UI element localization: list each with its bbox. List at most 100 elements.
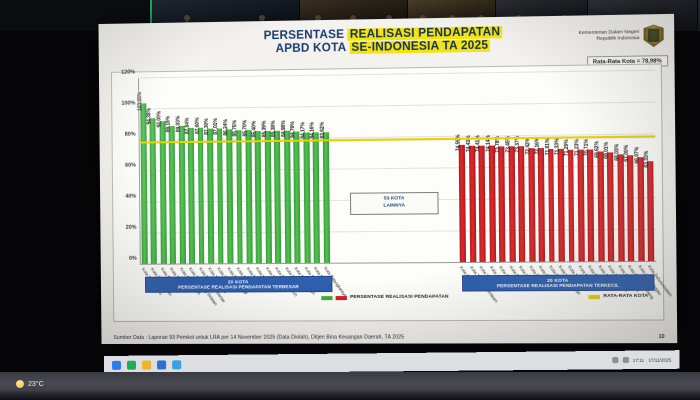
bar: 85,38%Kota Payakumbuh [271, 120, 299, 297]
ministry-branding: Kementerian Dalam Negeri Republik Indone… [578, 24, 663, 48]
bottom-shadow [0, 390, 700, 400]
bar-value-label: 83,62% [319, 122, 326, 139]
bar: 68,03%Kota Balikpapan [614, 143, 640, 292]
bar: 63,33% Kota Subulussalam [644, 151, 674, 298]
bar-value-label: 71,29% [564, 138, 571, 156]
bar-value-label: 72,16% [534, 137, 541, 155]
bar: 72,16%Kota Gorontalo [535, 138, 560, 291]
legend-item-average: RATA-RATA KOTA [588, 293, 649, 300]
bar: 89,18%Kota Solok [166, 116, 185, 286]
bar: 84,79%Kota Probolinggo [290, 121, 317, 295]
bar-value-label: 84,98% [280, 120, 287, 138]
legend-swatch-yellow [588, 294, 601, 299]
bar: 87,60%Kota Pematangsiantar [194, 118, 226, 304]
caption-box-largest: 20 KOTA PERSENTASE REALISASI PENDAPATAN … [144, 275, 333, 293]
bar-series: 103,85%Kota Banjar Baru94,38%Kota Banjar… [137, 71, 674, 306]
bar-value-label: 71,23% [574, 138, 581, 156]
volume-icon[interactable] [622, 356, 629, 364]
bar-value-label: 87,30% [203, 118, 211, 135]
temperature-label: 23°C [28, 380, 44, 388]
bar-value-label: 84,17% [299, 121, 307, 139]
title-line1-highlight: REALISASI PENDAPATAN [347, 26, 503, 41]
bar: 74,14%Kota Jayapura [485, 135, 509, 290]
bar: 71,23%Kota Manado [574, 139, 597, 288]
monitor-screen: Sekjen Kemendagri Pemkot Padang Panjang [0, 0, 700, 372]
bar: 85,75%Kota Salatiga [233, 120, 255, 290]
bar-value-label: 85,40% [251, 120, 259, 138]
bar-value-label: 72,42% [524, 137, 532, 155]
whatsapp-icon[interactable] [126, 360, 137, 370]
bar-value-label: 85,75% [232, 120, 239, 137]
sun-icon [16, 380, 24, 388]
caption-right-line2: PERSENTASE REALISASI PENDAPATAN TERKECIL [496, 282, 620, 289]
legend-item-series: PERSENTASE REALISASI PENDAPATAN [321, 294, 449, 301]
y-axis-tick: 80% [124, 131, 136, 138]
title-line2-highlight: SE-INDONESIA TA 2025 [349, 39, 491, 55]
bar-value-label: 66,07% [633, 146, 641, 164]
taskbar-date[interactable]: 17/11/2025 [648, 356, 672, 363]
bar: 92,00%Kota Denpasar [156, 111, 180, 292]
other-cities-box: 53 KOTA LAINNYA [350, 191, 439, 215]
bar: 74,43%Kota Tidore Kepulauan [466, 135, 499, 303]
bar: 86,24%Kota Bukit Tinggi [223, 119, 249, 295]
bar: 85,70%Kota Magelang [242, 120, 266, 292]
bar: 84,16%Kota Mojokerto [310, 122, 334, 292]
bar: 74,59%Kota Ambon [456, 135, 477, 287]
bar: 73,45%Kota Bau Bau [505, 136, 528, 289]
bar: 69,62%Kota Tarakan [594, 141, 617, 288]
bar-value-label: 84,16% [309, 121, 316, 139]
y-axis-tick: 0% [128, 255, 137, 262]
bar-value-label: 85,70% [242, 120, 249, 137]
bar-value-label: 68,03% [613, 143, 621, 161]
taskbar-tray[interactable]: 17:11 17/11/2025 [611, 356, 672, 364]
folder-icon[interactable] [141, 360, 152, 370]
caption-left-line2: PERSENTASE REALISASI PENDAPATAN TERBESAR [178, 284, 299, 290]
y-axis-tick: 20% [125, 224, 137, 231]
y-axis-tick: 100% [121, 100, 136, 107]
camera-icon[interactable] [172, 359, 182, 369]
page-number: 10 [658, 333, 665, 341]
bar-value-label: 63,33% [643, 150, 651, 168]
bar: 71,33%Kota Kotamobagu [554, 139, 582, 296]
title-line1-plain: PERSENTASE [263, 28, 348, 43]
bar: 85,39%Kota Blitar [261, 120, 280, 285]
y-axis-tick: 60% [125, 162, 136, 169]
os-taskbar[interactable]: 17:11 17/11/2025 [103, 350, 680, 372]
vc-tile-kabupaten-medan[interactable]: Kabupaten Medan [698, 0, 700, 31]
zoom-icon[interactable] [157, 359, 167, 370]
bar: 103,85%Kota Banjar Baru [137, 92, 163, 296]
legend-series-label: PERSENTASE REALISASI PENDAPATAN [350, 294, 449, 301]
bar: 74,41%Kota Ternate [475, 135, 497, 288]
bar: 66,07%Kota Lubuklinggau [634, 146, 663, 296]
bar-value-label: 69,62% [594, 141, 601, 159]
bar: 70,71%Kota Bontang [584, 140, 607, 289]
legend-average-label: RATA-RATA KOTA [603, 293, 649, 300]
weather-widget[interactable]: 23°C [16, 380, 44, 388]
bar-value-label: 87,84% [184, 117, 191, 135]
bar: 85,40%Kota Madiun [252, 120, 273, 288]
bar: 87,01%Kota Sukabumi [213, 118, 237, 292]
ministry-line2: Republik Indonesia [596, 36, 640, 42]
bar-value-label: 67,00% [623, 144, 631, 162]
bar-value-label: 86,24% [222, 119, 230, 137]
participant-silhouettes [150, 3, 299, 21]
bar: 72,42%Kota Palu [525, 138, 544, 283]
chart-frame: 0% 20% 40% 60% 80% 100% 120% 103,85%Kota Banja… [110, 63, 674, 322]
bar: 69,01%Kota Samarinda [604, 142, 630, 292]
slide-footer: Sumber Data : Laporan 93 Pemkot untuk LR… [113, 334, 664, 341]
bar-value-label: 87,01% [213, 118, 220, 135]
bar: 84,98%Kota Pariaman [281, 121, 305, 292]
network-icon[interactable] [611, 356, 619, 364]
bar: 73,37%Kota Kendari [515, 136, 537, 288]
browser-icon[interactable] [111, 360, 122, 370]
taskbar-time[interactable]: 17:11 [632, 357, 645, 363]
bar: 89,03%Kota Pekalongan [175, 116, 201, 296]
bar: 83,62% Kota Palangkaraya [319, 122, 348, 298]
y-axis-tick: 120% [121, 69, 135, 76]
bar-value-label: 89,03% [175, 115, 182, 133]
bar-value-label: 94,38% [146, 107, 153, 125]
bar-value-label: 92,00% [156, 111, 163, 128]
chart-legend: PERSENTASE REALISASI PENDAPATAN [114, 294, 663, 301]
title-line2-plain: APBD KOTA [275, 41, 350, 56]
bar-value-label: 89,18% [165, 115, 172, 133]
